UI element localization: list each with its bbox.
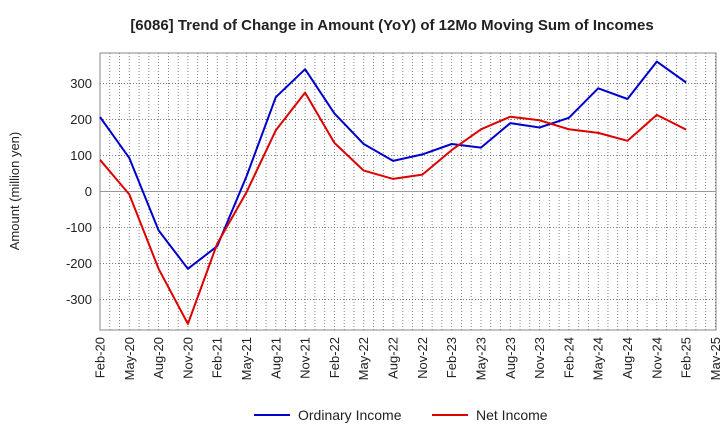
x-tick-label: Feb-21	[210, 337, 225, 378]
x-tick-label: Nov-21	[298, 337, 313, 379]
series-line-ordinary-income	[99, 60, 687, 270]
x-tick-label: May-24	[591, 337, 606, 380]
legend-label: Net Income	[476, 407, 548, 423]
x-tick-label: Feb-22	[327, 337, 342, 378]
chart-title: [6086] Trend of Change in Amount (YoY) o…	[130, 17, 653, 34]
plot-frame	[99, 52, 717, 331]
y-tick-label: 100	[70, 148, 92, 163]
x-tick-label: Nov-24	[649, 337, 664, 379]
legend: Ordinary Income Net Income	[254, 407, 548, 423]
legend-label: Ordinary Income	[298, 407, 402, 423]
x-tick-label: Feb-24	[561, 337, 576, 378]
x-tick-label: Feb-23	[444, 337, 459, 378]
x-tick-label: Nov-20	[180, 337, 195, 379]
x-tick-label: Feb-20	[93, 337, 108, 378]
y-tick-label: -100	[66, 220, 92, 235]
x-tick-label: Aug-23	[503, 337, 518, 379]
x-tick-label: May-25	[708, 337, 720, 380]
x-tick-label: Aug-21	[268, 337, 283, 379]
series-line-net-income	[99, 91, 687, 325]
x-tick-label: Feb-25	[679, 337, 694, 378]
y-tick-label: 300	[70, 76, 92, 91]
y-tick-label: 200	[70, 112, 92, 127]
y-tick-label: 0	[85, 184, 92, 199]
x-tick-label: May-21	[239, 337, 254, 380]
x-tick-label: Nov-23	[532, 337, 547, 379]
plot-area: -300 -200 -100 0 100 200 300 Feb-20 May-20 Aug-20…	[66, 52, 720, 380]
x-tick-label: Aug-20	[151, 337, 166, 379]
x-tick-label: May-23	[473, 337, 488, 380]
x-tick-label: Aug-22	[386, 337, 401, 379]
x-tick-label: Nov-22	[415, 337, 430, 379]
y-axis-title: Amount (million yen)	[7, 132, 22, 251]
y-tick-label: -300	[66, 292, 92, 307]
x-tick-label: Aug-24	[620, 337, 635, 379]
x-tick-label: May-20	[122, 337, 137, 380]
x-tick-label: May-22	[356, 337, 371, 380]
y-tick-label: -200	[66, 256, 92, 271]
